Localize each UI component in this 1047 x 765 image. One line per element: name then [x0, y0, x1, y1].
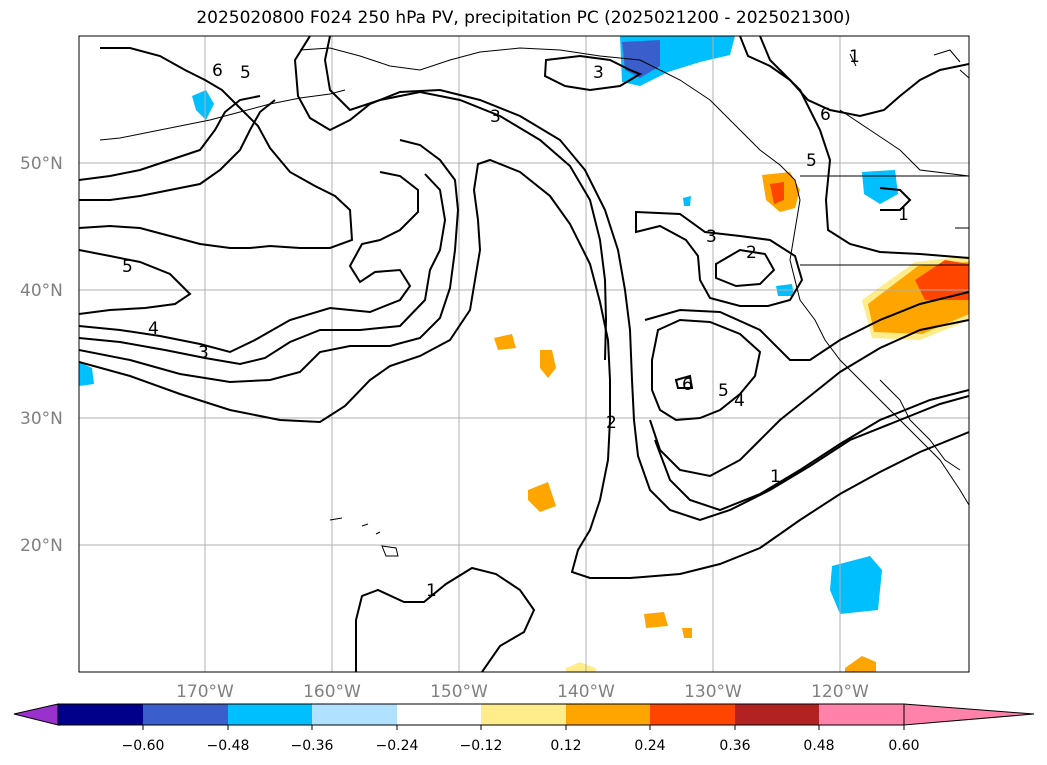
contour-label: 6: [820, 105, 831, 125]
colorbar: −0.60 −0.48 −0.36 −0.24 −0.12 0.12 0.24 …: [13, 703, 1035, 754]
lon-label: 150°W: [430, 682, 488, 702]
contour-label: 6: [212, 61, 223, 81]
colorbar-tick-label: −0.12: [460, 738, 503, 754]
lon-label: 140°W: [557, 682, 615, 702]
contour-label: 1: [426, 581, 437, 601]
colorbar-tick-label: −0.24: [376, 738, 419, 754]
colorbar-tick-label: 0.12: [550, 738, 581, 754]
colorbar-segment: [566, 704, 650, 725]
colorbar-segment: [650, 704, 735, 725]
lon-label: 160°W: [303, 682, 361, 702]
colorbar-tick-label: −0.36: [291, 738, 334, 754]
contour-label: 1: [849, 47, 860, 67]
lat-label: 50°N: [20, 154, 63, 174]
contour-label: 3: [490, 107, 501, 127]
colorbar-segment: [735, 704, 819, 725]
contour-label: 6: [682, 375, 693, 395]
contour-label: 1: [770, 467, 781, 487]
contour-label: 3: [593, 63, 604, 83]
colorbar-tick-label: 0.48: [803, 738, 834, 754]
gridlines: [79, 36, 969, 672]
colorbar-segment: [58, 704, 143, 725]
pv-contours: [79, 36, 969, 672]
lon-label: 130°W: [684, 682, 742, 702]
map-frame: [78, 35, 970, 673]
contour-label: 1: [898, 205, 909, 225]
chart-title: 2025020800 F024 250 hPa PV, precipitatio…: [196, 8, 851, 28]
contour-labels: 6 5 5 4 3 3 3 3 2 2 1 1 6 5 4 1 6 5 1: [122, 47, 909, 601]
lat-label: 20°N: [20, 536, 63, 556]
colorbar-segment: [397, 704, 481, 725]
contour-label: 2: [606, 413, 617, 433]
colorbar-segment: [481, 704, 566, 725]
contour-label: 5: [240, 63, 251, 83]
colorbar-right-extension: [903, 703, 1035, 726]
contour-label: 5: [718, 381, 729, 401]
lat-label: 40°N: [20, 281, 63, 301]
contour-label: 3: [198, 343, 209, 363]
lat-label: 30°N: [20, 409, 63, 429]
lon-label: 170°W: [176, 682, 234, 702]
colorbar-segment: [312, 704, 397, 725]
lon-label: 120°W: [811, 682, 869, 702]
contour-label: 5: [122, 257, 133, 277]
colorbar-tick-label: 0.24: [634, 738, 665, 754]
contour-label: 3: [706, 227, 717, 247]
contour-label: 5: [806, 151, 817, 171]
contour-label: 4: [148, 319, 159, 339]
contour-label: 2: [746, 243, 757, 263]
colorbar-tick-label: 0.60: [888, 738, 919, 754]
colorbar-segment: [228, 704, 312, 725]
colorbar-segment: [819, 704, 904, 725]
colorbar-left-extension: [13, 703, 59, 726]
colorbar-tick-label: −0.48: [207, 738, 250, 754]
latitude-labels: 50°N 40°N 30°N 20°N: [20, 154, 63, 556]
colorbar-tick-label: −0.60: [122, 738, 165, 754]
colorbar-segment: [143, 704, 228, 725]
longitude-labels: 170°W 160°W 150°W 140°W 130°W 120°W: [176, 682, 869, 702]
colorbar-tick-label: 0.36: [719, 738, 750, 754]
contour-label: 4: [734, 391, 745, 411]
